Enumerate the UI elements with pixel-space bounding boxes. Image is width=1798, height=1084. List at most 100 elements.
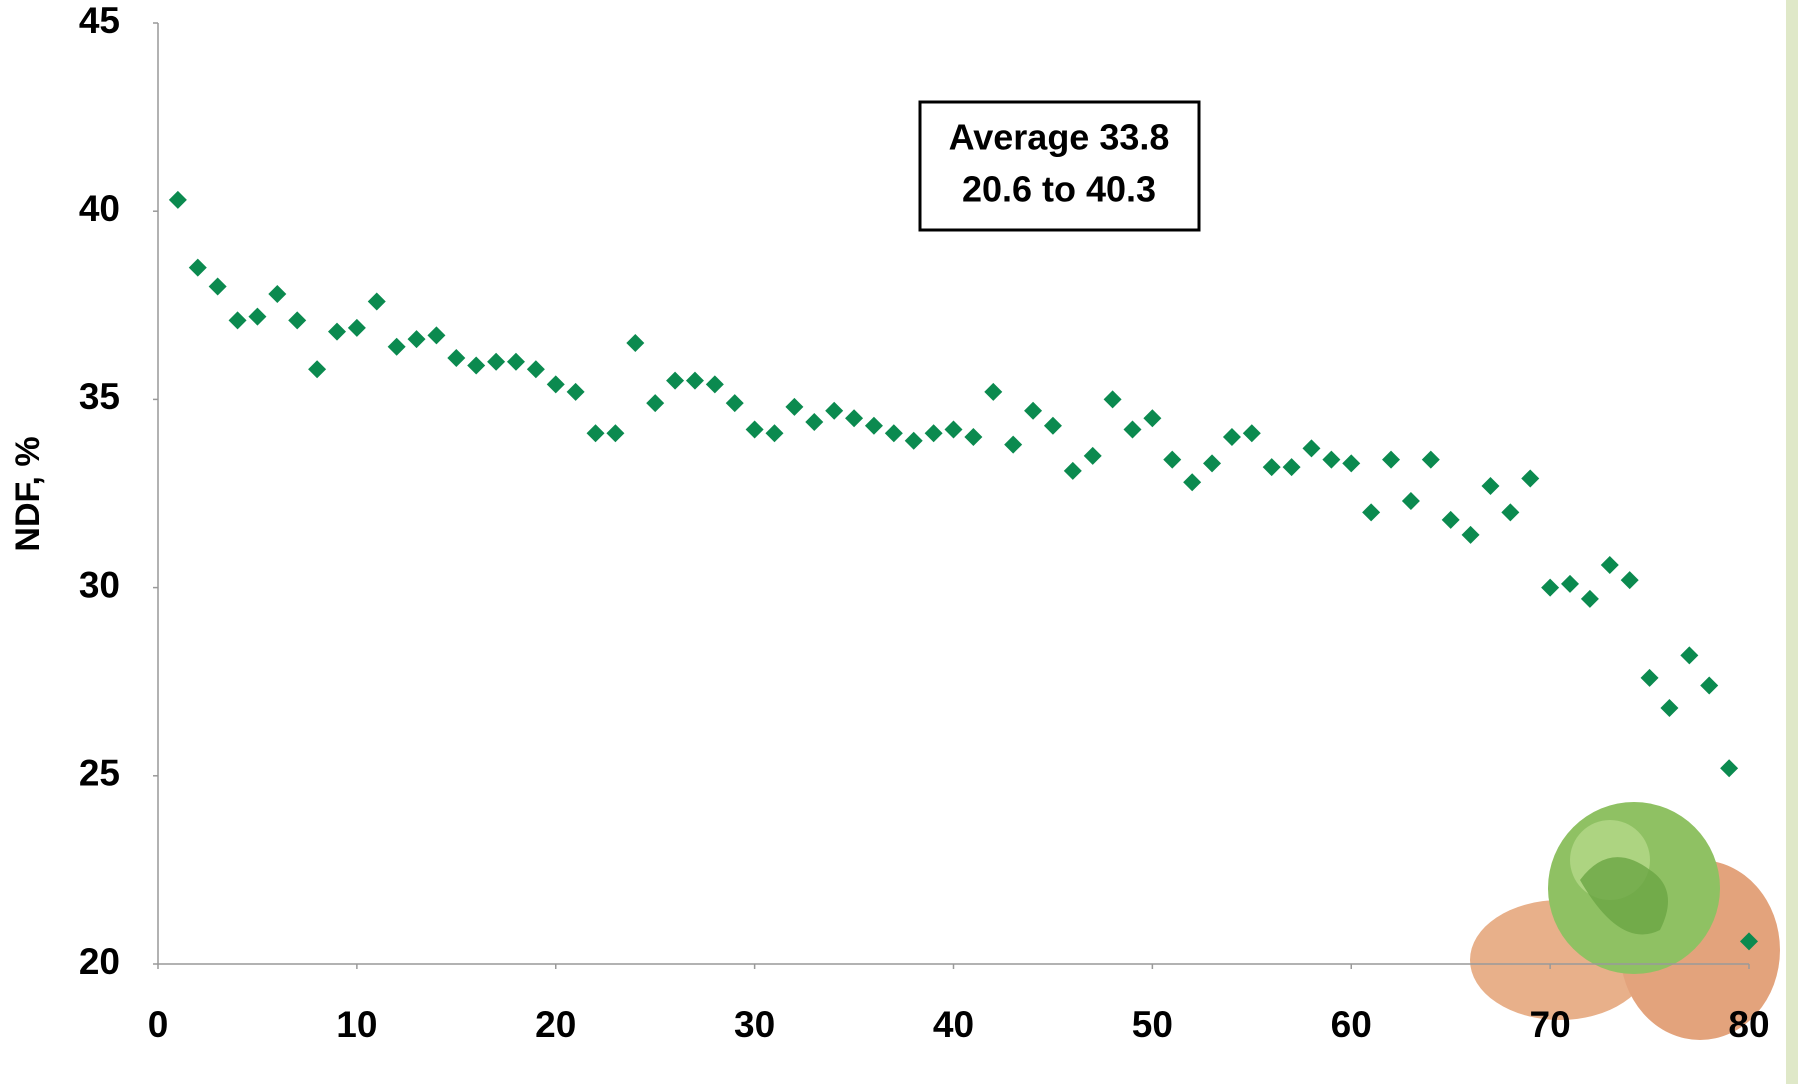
point xyxy=(387,337,406,356)
point xyxy=(268,285,287,304)
point xyxy=(1183,473,1202,492)
point xyxy=(964,428,983,447)
point xyxy=(288,311,307,330)
point xyxy=(1700,676,1719,695)
point xyxy=(1024,401,1043,420)
point xyxy=(1123,420,1142,439)
annotation-line: 20.6 to 40.3 xyxy=(962,169,1156,210)
point xyxy=(1302,439,1321,458)
x-tick-label: 80 xyxy=(1728,1004,1769,1045)
point xyxy=(1203,454,1222,473)
point xyxy=(188,258,207,277)
point xyxy=(765,424,784,443)
y-tick-label: 30 xyxy=(79,564,120,605)
side-stripe xyxy=(1786,0,1798,1084)
point xyxy=(1660,699,1679,718)
point xyxy=(725,394,744,413)
point xyxy=(884,424,903,443)
point xyxy=(1163,450,1182,469)
y-tick-label: 40 xyxy=(79,188,120,229)
point xyxy=(1720,759,1739,778)
point xyxy=(785,397,804,416)
x-tick-label: 60 xyxy=(1331,1004,1372,1045)
point xyxy=(168,190,187,209)
point xyxy=(487,352,506,371)
point xyxy=(546,375,565,394)
point xyxy=(1362,503,1381,522)
point xyxy=(566,382,585,401)
point xyxy=(467,356,486,375)
point xyxy=(944,420,963,439)
point xyxy=(1441,510,1460,529)
point xyxy=(924,424,943,443)
point xyxy=(1143,409,1162,428)
point xyxy=(1580,589,1599,608)
point xyxy=(606,424,625,443)
point xyxy=(805,412,824,431)
point xyxy=(347,318,366,337)
y-tick-label: 45 xyxy=(79,0,120,41)
point xyxy=(1481,476,1500,495)
x-tick-label: 0 xyxy=(148,1004,169,1045)
y-tick-label: 20 xyxy=(79,941,120,982)
point xyxy=(1322,450,1341,469)
point xyxy=(984,382,1003,401)
y-axis-title: NDF, % xyxy=(9,436,47,551)
point xyxy=(1382,450,1401,469)
point xyxy=(1501,503,1520,522)
point xyxy=(904,431,923,450)
x-tick-label: 10 xyxy=(336,1004,377,1045)
point xyxy=(825,401,844,420)
point xyxy=(1222,428,1241,447)
point xyxy=(1600,556,1619,575)
x-tick-label: 30 xyxy=(734,1004,775,1045)
point xyxy=(308,360,327,379)
point xyxy=(1541,578,1560,597)
point xyxy=(506,352,525,371)
x-tick-label: 20 xyxy=(535,1004,576,1045)
point xyxy=(1620,571,1639,590)
point xyxy=(427,326,446,345)
point xyxy=(1640,668,1659,687)
point xyxy=(1242,424,1261,443)
point xyxy=(1401,492,1420,511)
point xyxy=(1103,390,1122,409)
point xyxy=(1004,435,1023,454)
y-tick-label: 35 xyxy=(79,376,120,417)
point xyxy=(447,348,466,367)
point xyxy=(745,420,764,439)
point xyxy=(646,394,665,413)
point xyxy=(705,375,724,394)
point xyxy=(666,371,685,390)
point xyxy=(685,371,704,390)
point xyxy=(1561,574,1580,593)
y-tick-label: 25 xyxy=(79,753,120,794)
x-tick-label: 70 xyxy=(1530,1004,1571,1045)
point xyxy=(228,311,247,330)
annotation-line: Average 33.8 xyxy=(949,117,1170,158)
point xyxy=(586,424,605,443)
point xyxy=(208,277,227,296)
point xyxy=(1043,416,1062,435)
x-tick-label: 50 xyxy=(1132,1004,1173,1045)
point xyxy=(1421,450,1440,469)
point xyxy=(1521,469,1540,488)
point xyxy=(1342,454,1361,473)
point xyxy=(845,409,864,428)
point xyxy=(1262,458,1281,477)
point xyxy=(864,416,883,435)
point xyxy=(1680,646,1699,665)
point xyxy=(367,292,386,311)
point xyxy=(327,322,346,341)
point xyxy=(1282,458,1301,477)
point xyxy=(407,330,426,349)
globe-decoration xyxy=(1470,802,1780,1040)
point xyxy=(526,360,545,379)
point xyxy=(1461,525,1480,544)
point xyxy=(626,333,645,352)
x-tick-label: 40 xyxy=(933,1004,974,1045)
point xyxy=(1083,446,1102,465)
annotation-box xyxy=(918,100,1201,232)
